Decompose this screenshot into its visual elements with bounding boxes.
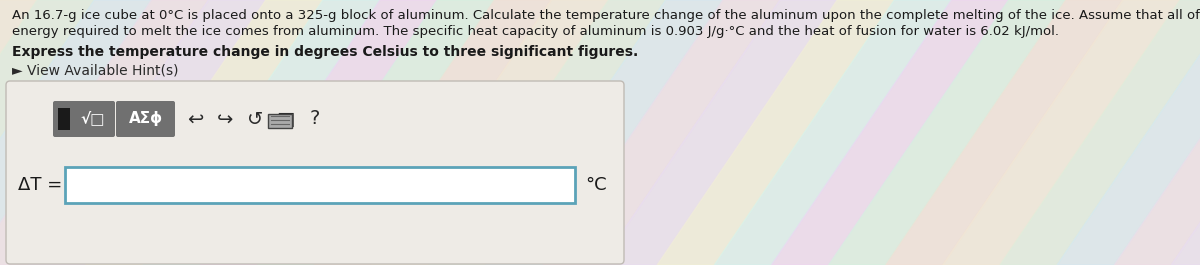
Polygon shape: [428, 0, 666, 265]
Bar: [65, 167, 575, 203]
Polygon shape: [0, 0, 37, 265]
Polygon shape: [0, 0, 209, 265]
Polygon shape: [886, 0, 1123, 265]
Polygon shape: [658, 0, 894, 265]
Polygon shape: [1000, 0, 1200, 265]
Text: ↺: ↺: [247, 109, 263, 129]
Text: ↩: ↩: [187, 109, 203, 129]
Polygon shape: [772, 0, 1008, 265]
Polygon shape: [600, 0, 838, 265]
Bar: [268, 114, 292, 128]
Text: energy required to melt the ice comes from aluminum. The specific heat capacity : energy required to melt the ice comes fr…: [12, 25, 1060, 38]
Polygon shape: [29, 0, 265, 265]
Text: ↪: ↪: [217, 109, 233, 129]
FancyBboxPatch shape: [116, 101, 175, 137]
Text: ΑΣϕ: ΑΣϕ: [128, 112, 162, 126]
Polygon shape: [1057, 0, 1200, 265]
Polygon shape: [828, 0, 1066, 265]
Polygon shape: [314, 0, 552, 265]
Polygon shape: [143, 0, 380, 265]
Text: ΔT =: ΔT =: [18, 176, 62, 194]
Polygon shape: [1115, 0, 1200, 265]
FancyBboxPatch shape: [53, 101, 115, 137]
Polygon shape: [0, 0, 151, 265]
FancyBboxPatch shape: [6, 81, 624, 264]
Bar: [58, 108, 70, 130]
Text: ► View Available Hint(s): ► View Available Hint(s): [12, 63, 179, 77]
Polygon shape: [0, 0, 95, 265]
Polygon shape: [943, 0, 1180, 265]
Text: ▤: ▤: [276, 109, 294, 129]
Polygon shape: [486, 0, 722, 265]
Polygon shape: [200, 0, 437, 265]
Text: Express the temperature change in degrees Celsius to three significant figures.: Express the temperature change in degree…: [12, 45, 638, 59]
Polygon shape: [1171, 0, 1200, 265]
Text: ?: ?: [310, 109, 320, 129]
Polygon shape: [542, 0, 780, 265]
Text: √□: √□: [80, 112, 106, 126]
Polygon shape: [257, 0, 494, 265]
Text: An 16.7-g ice cube at 0°C is placed onto a 325-g block of aluminum. Calculate th: An 16.7-g ice cube at 0°C is placed onto…: [12, 9, 1200, 22]
Polygon shape: [372, 0, 608, 265]
Polygon shape: [714, 0, 952, 265]
Text: °C: °C: [586, 176, 607, 194]
Polygon shape: [85, 0, 323, 265]
